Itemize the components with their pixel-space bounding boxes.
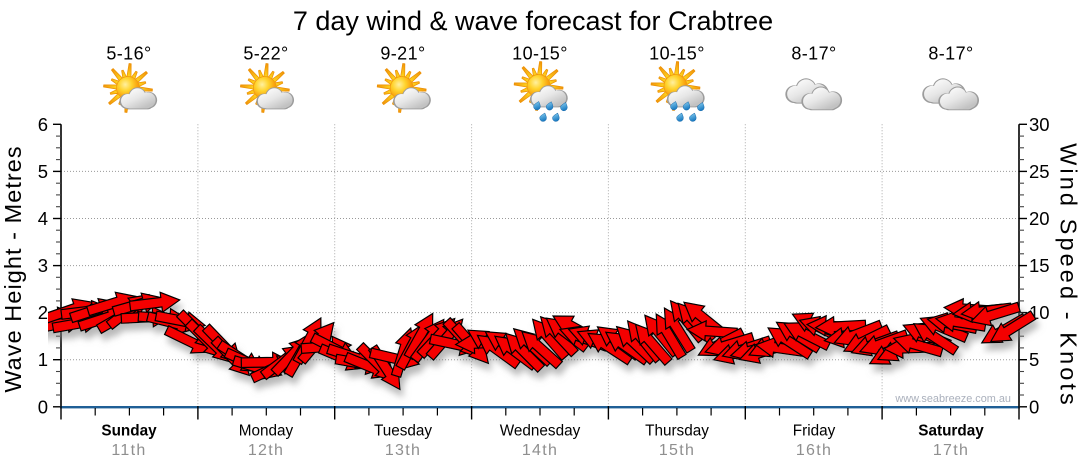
- svg-text:25: 25: [1029, 161, 1050, 182]
- svg-text:5: 5: [1029, 349, 1039, 370]
- svg-text:12th: 12th: [248, 442, 284, 459]
- svg-text:3: 3: [38, 255, 48, 276]
- svg-text:5-22°: 5-22°: [243, 44, 288, 64]
- svg-text:Friday: Friday: [793, 423, 836, 440]
- svg-text:www.seabreeze.com.au: www.seabreeze.com.au: [894, 393, 1011, 405]
- svg-text:6: 6: [38, 114, 48, 135]
- svg-text:Wind Speed - Knots: Wind Speed - Knots: [1056, 143, 1080, 408]
- svg-text:13th: 13th: [385, 442, 421, 459]
- svg-text:16th: 16th: [796, 442, 832, 459]
- svg-text:8-17°: 8-17°: [791, 44, 836, 64]
- svg-text:8-17°: 8-17°: [928, 44, 973, 64]
- svg-text:11th: 11th: [111, 442, 146, 459]
- svg-text:10-15°: 10-15°: [649, 44, 705, 64]
- svg-text:0: 0: [1029, 396, 1039, 417]
- svg-text:30: 30: [1029, 114, 1050, 135]
- svg-text:1: 1: [38, 349, 48, 370]
- svg-text:5-16°: 5-16°: [106, 44, 151, 64]
- svg-text:15: 15: [1029, 255, 1050, 276]
- svg-text:9-21°: 9-21°: [380, 44, 425, 64]
- svg-text:20: 20: [1029, 208, 1050, 229]
- svg-text:17th: 17th: [933, 442, 969, 459]
- svg-text:0: 0: [38, 396, 48, 417]
- svg-text:Wave Height - Metres: Wave Height - Metres: [0, 145, 26, 392]
- svg-text:4: 4: [38, 208, 48, 229]
- svg-text:Tuesday: Tuesday: [374, 423, 432, 440]
- svg-text:Thursday: Thursday: [645, 423, 709, 440]
- svg-text:7 day wind & wave forecast for: 7 day wind & wave forecast for Crabtree: [293, 6, 773, 36]
- svg-text:15th: 15th: [659, 442, 695, 459]
- svg-text:Saturday: Saturday: [918, 423, 984, 440]
- svg-text:5: 5: [38, 161, 48, 182]
- svg-text:Monday: Monday: [239, 423, 294, 440]
- svg-text:14th: 14th: [522, 442, 558, 459]
- svg-text:2: 2: [38, 302, 48, 323]
- svg-text:10-15°: 10-15°: [512, 44, 568, 64]
- svg-text:Wednesday: Wednesday: [500, 423, 581, 440]
- svg-text:Sunday: Sunday: [101, 423, 157, 440]
